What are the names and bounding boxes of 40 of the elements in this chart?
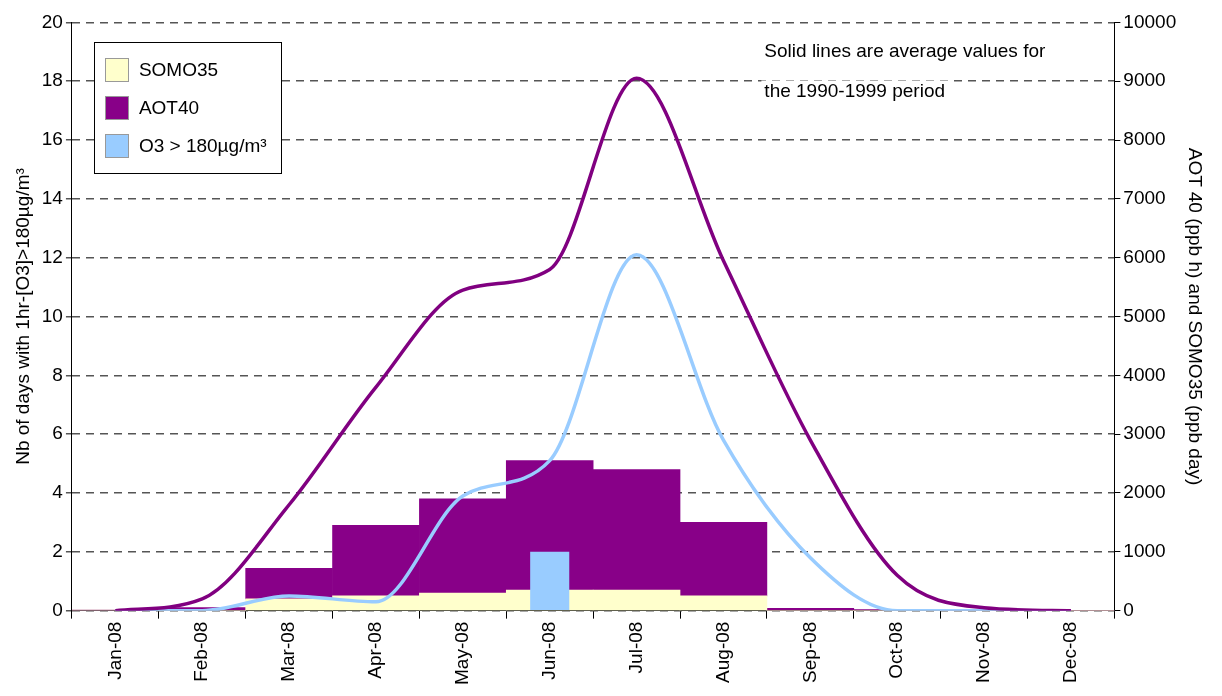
y2-tick-label: 6000 (1123, 245, 1166, 267)
y-tick-label: 0 (52, 598, 63, 620)
x-tick-label: Dec-08 (1059, 621, 1081, 683)
y2-tick-label: 5000 (1123, 304, 1166, 326)
x-tick-label: Oct-08 (885, 621, 907, 679)
x-tick-label: May-08 (451, 621, 473, 685)
x-tick-label: Feb-08 (190, 621, 212, 682)
y2-tick-label: 3000 (1123, 422, 1166, 444)
y2-tick-label: 1000 (1123, 540, 1166, 562)
y-tick-label: 6 (52, 422, 63, 444)
y-tick-label: 12 (41, 245, 63, 267)
y2-axis-title: AOT 40 (ppb h) and SOMO35 (ppb day) (1185, 147, 1207, 486)
x-tick-label: Aug-08 (711, 621, 733, 683)
legend-label: O3 > 180µg/m³ (138, 135, 267, 158)
y2-tick-label: 2000 (1123, 481, 1166, 503)
x-tick-label: Apr-08 (364, 621, 386, 679)
x-tick-label: Jan-08 (103, 621, 125, 680)
y-tick-label: 4 (52, 481, 64, 503)
y2-tick-label: 7000 (1123, 187, 1166, 209)
annotation: Solid lines are average values for the 1990-1999 period (764, 40, 1046, 102)
x-tick-label: Jun-08 (537, 621, 559, 680)
y2-tick-label: 9000 (1123, 69, 1166, 91)
x-tick-label: Nov-08 (972, 621, 994, 683)
y-tick-label: 10 (41, 304, 63, 326)
y-tick-label: 18 (41, 69, 63, 91)
y2-tick-label: 10000 (1123, 10, 1177, 32)
y-tick-label: 2 (52, 540, 63, 562)
y-tick-label: 8 (52, 363, 63, 385)
x-tick-label: Jul-08 (624, 621, 646, 674)
y2-tick-label: 4000 (1123, 363, 1166, 385)
y-axis-title: Nb of days with 1hr-[O3]>180µg/m³ (11, 168, 33, 465)
y-tick-label: 16 (41, 128, 63, 150)
y2-tick-label: 0 (1123, 598, 1134, 620)
y-tick-label: 20 (41, 10, 63, 32)
y-tick-label: 14 (41, 187, 64, 209)
x-tick-label: Sep-08 (798, 621, 820, 683)
y2-tick-label: 8000 (1123, 128, 1166, 150)
legend-label: AOT40 (138, 97, 200, 120)
x-tick-label: Mar-08 (277, 621, 299, 682)
legend-label: SOMO35 (138, 59, 219, 82)
